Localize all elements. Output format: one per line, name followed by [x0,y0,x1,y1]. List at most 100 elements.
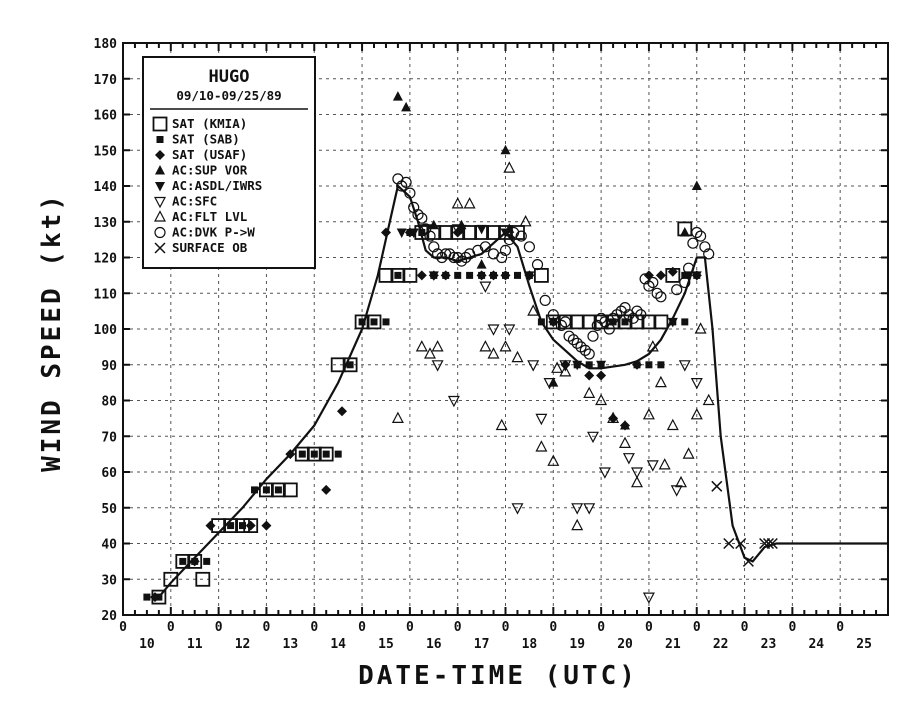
legend-label: AC:ASDL/IWRS [172,178,262,193]
x-axis-title: DATE-TIME (UTC) [358,661,638,691]
x-day-label: 13 [283,637,299,652]
point-open-circle [523,241,536,253]
point-filled-square [382,318,390,326]
y-tick-label: 180 [94,37,118,52]
point-x [711,480,723,493]
legend-label: AC:DVK P->W [172,225,255,240]
point-open-triangle-up [432,340,444,352]
x-hour-label: 0 [502,620,510,635]
legend-label: SAT (SAB) [172,132,240,147]
point-open-triangle-down [511,503,524,514]
point-filled-square [298,450,306,458]
point-filled-square [239,522,246,530]
point-filled-square [585,361,593,369]
x-hour-label: 0 [788,620,796,635]
point-open-triangle-up [595,394,607,406]
x-hour-label: 0 [454,620,462,635]
point-filled-diamond [205,520,216,531]
point-filled-square [251,486,258,494]
point-filled-square [394,271,402,279]
point-open-triangle-down [587,431,599,443]
y-tick-label: 40 [101,538,117,553]
point-filled-square [274,486,282,494]
x-day-label: 23 [761,637,777,652]
point-open-triangle-up [464,197,476,209]
point-open-triangle-down [503,324,515,336]
y-tick-label: 150 [94,144,118,159]
legend-item: SURFACE OB [154,240,248,255]
point-open-triangle-down [571,503,583,514]
x-hour-label: 0 [406,620,414,635]
x-hour-label: 0 [645,620,653,635]
x-day-label: 15 [378,637,394,652]
point-open-triangle-up [675,476,687,488]
y-tick-label: 60 [101,466,117,481]
y-tick-label: 140 [94,180,118,195]
point-open-triangle-up [583,387,595,398]
legend-item: AC:FLT LVL [154,209,248,224]
point-open-triangle-down [679,360,691,371]
point-open-triangle-up [619,437,631,448]
point-open-triangle-down [527,360,539,371]
x-day-label: 19 [569,637,585,652]
legend-items: SAT (KMIA)SAT (SAB)SAT (USAF)AC:SUP VORA… [152,116,262,255]
x-hour-label: 0 [358,620,366,635]
point-open-circle [587,330,599,342]
point-filled-square [203,557,211,565]
legend-label: SAT (USAF) [172,147,247,162]
point-filled-square [514,271,521,279]
x-axis: 0 0 0 0 0 0 0 0 0 0 0 0 0 0 0 0 10 11 12 13 14 15 16 17 18 19 20 21… [119,43,889,652]
point-open-triangle-up [667,419,679,431]
point-open-triangle-down [583,503,595,514]
point-filled-square [310,450,318,458]
legend-label: AC:FLT LVL [172,209,248,224]
x-day-label: 22 [713,637,729,652]
y-tick-label: 110 [94,287,118,302]
legend-label: SAT (KMIA) [172,116,247,131]
point-filled-triangle-up [392,91,403,101]
y-tick-label: 120 [94,252,118,267]
legend-item: SAT (USAF) [155,147,247,162]
point-open-triangle-up [416,340,428,352]
legend-item: AC:SFC [154,194,217,209]
point-filled-diamond [321,484,332,495]
point-open-triangle-down [432,360,444,371]
point-filled-diamond [655,270,666,281]
y-tick-label: 100 [94,323,118,338]
point-open-triangle-down [487,324,500,336]
x-hour-label: 0 [693,620,701,635]
point-filled-triangle-down [476,224,487,235]
y-tick-label: 30 [101,573,117,588]
point-open-triangle-up [659,458,671,470]
y-tick-label: 20 [101,609,117,624]
x-hour-label: 0 [119,620,127,635]
legend-item: AC:SUP VOR [155,163,248,178]
point-filled-square [334,450,342,458]
point-open-triangle-up [571,519,583,531]
y-axis: 20 30 40 50 60 70 80 90 100 110 120 130 140 150 160 170… [94,37,888,624]
point-filled-diamond [596,370,607,381]
point-open-square [653,314,669,330]
best-track-line [158,183,888,598]
x-day-label: 10 [139,637,155,652]
x-hour-label: 0 [549,620,557,635]
x-day-label: 18 [522,637,538,652]
point-open-triangle-up [511,351,524,363]
point-open-triangle-up [392,412,404,423]
point-open-triangle-down [535,413,548,425]
point-open-triangle-up [703,394,715,406]
x-hour-label: 0 [167,620,175,635]
point-filled-triangle-up [691,180,702,190]
x-day-label: 24 [808,637,824,652]
point-open-triangle-up [655,376,667,388]
point-filled-square [454,271,462,279]
legend-label: AC:SUP VOR [172,163,248,178]
point-open-triangle-up [479,340,491,352]
legend-item: AC:DVK P->W [154,225,255,240]
point-open-triangle-up [519,215,532,227]
grid-lines [123,43,888,615]
point-filled-square [370,318,378,326]
x-day-label: 20 [617,637,633,652]
y-tick-label: 90 [101,359,117,374]
x-hour-label: 0 [310,620,318,635]
